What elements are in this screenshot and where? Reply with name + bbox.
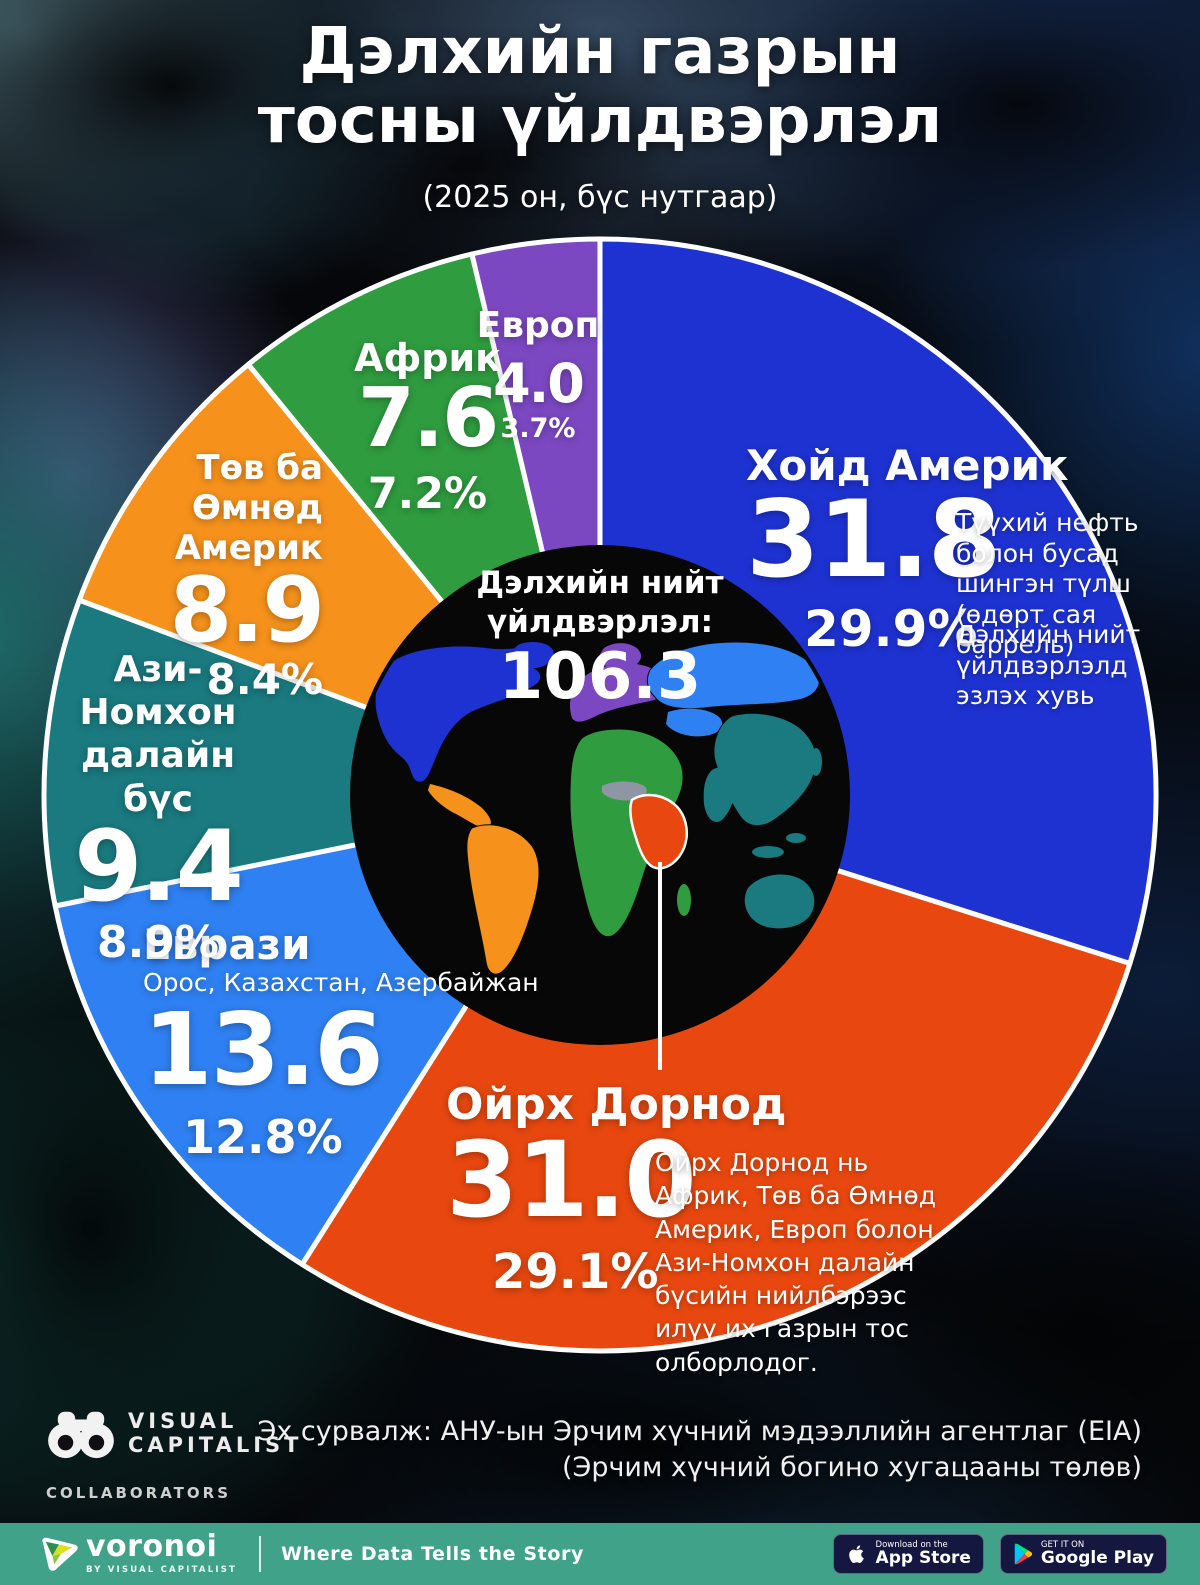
world-total-label: Дэлхийн нийт үйлдвэрлэл: xyxy=(476,565,724,640)
map-region-russia xyxy=(646,642,820,710)
map-region-europe xyxy=(569,663,669,722)
segment-value: 7.6 xyxy=(357,370,499,466)
map-region-africa xyxy=(569,728,684,938)
segment-percent: 12.8% xyxy=(183,1110,343,1165)
footer-tagline: Where Data Tells the Story xyxy=(281,1543,584,1565)
map-region-madagascar xyxy=(677,884,691,916)
visual-capitalist-logo: VISUAL CAPITALIST xyxy=(46,1404,308,1462)
segment-name: Европ xyxy=(476,305,600,346)
google-play-badge[interactable]: GET IT ON Google Play xyxy=(999,1534,1167,1574)
segment-percent: 7.2% xyxy=(367,468,488,519)
world-total-block: Дэлхийн нийт үйлдвэрлэл: 106.3 xyxy=(440,564,760,711)
map-region-india xyxy=(703,767,737,823)
voronoi-icon xyxy=(42,1537,78,1571)
map-region-central-asia xyxy=(666,708,723,737)
pie-segment-asia-pacific xyxy=(41,597,603,909)
page-subtitle: (2025 он, бүс нутгаар) xyxy=(422,180,778,215)
segment-value: 9.4 xyxy=(74,809,244,924)
map-region-japan xyxy=(810,748,822,776)
map-region-east-asia xyxy=(713,712,817,826)
share-note: Дэлхийн нийт үйлдвэрлэлд эзлэх хувь xyxy=(956,620,1141,710)
apple-icon xyxy=(848,1545,864,1564)
voronoi-byline: BY VISUAL CAPITALIST xyxy=(86,1564,238,1575)
google-play-bottom-line: Google Play xyxy=(1040,1547,1154,1568)
segment-name: Ази-Номхон далайн бүс xyxy=(79,649,237,820)
segment-value: 13.6 xyxy=(143,991,384,1109)
segment-label-europe: Европ 4.0 3.7% xyxy=(468,306,608,443)
map-region-scandinavia xyxy=(600,643,642,671)
app-store-bottom-line: App Store xyxy=(875,1547,971,1568)
map-region-greenland xyxy=(514,642,554,669)
source-note: Эх сурвалж: АНУ-ын Эрчим хүчний мэдээлли… xyxy=(258,1414,1143,1487)
middle-east-note: Ойрх Дорнод нь Африк, Төв ба Өмнөд Амери… xyxy=(655,1148,936,1377)
map-region-central-america xyxy=(428,784,491,828)
segment-percent: 8.4% xyxy=(206,654,323,704)
google-play-text: GET IT ON Google Play xyxy=(1040,1539,1154,1568)
segment-percent: 3.7% xyxy=(500,412,576,444)
voronoi-logo[interactable]: voronoi BY VISUAL CAPITALIST xyxy=(40,1529,238,1575)
voronoi-name: voronoi xyxy=(86,1529,218,1565)
segment-percent: 29.1% xyxy=(492,1244,659,1301)
binoculars-icon xyxy=(48,1411,114,1459)
google-play-top-line: GET IT ON xyxy=(1040,1539,1085,1550)
segment-label-central-south-america: Төв ба Өмнөд Америк 8.9 8.4% xyxy=(95,448,325,704)
segment-label-asia-pacific: Ази-Номхон далайн бүс 9.4 8.9% xyxy=(48,648,268,966)
google-play-icon xyxy=(1014,1543,1033,1565)
segment-subtitle: Орос, Казахстан, Азербайжан xyxy=(143,968,539,998)
store-badges: Download on the App Store GET IT ON Goog… xyxy=(832,1534,1167,1574)
segment-value: 31.0 xyxy=(446,1118,697,1241)
segment-label-north-america: Хойд Америк 31.8 29.9% xyxy=(746,441,1069,658)
segment-value: 8.9 xyxy=(169,558,325,664)
world-total-value: 106.3 xyxy=(498,639,702,714)
map-region-islands xyxy=(752,846,784,858)
segment-name: Ойрх Дорнод xyxy=(446,1079,787,1130)
segment-label-africa: Африк 7.6 7.2% xyxy=(345,336,510,519)
segment-label-middle-east: Ойрх Дорнод 31.0 29.1% xyxy=(446,1079,787,1301)
segment-name: Хойд Америк xyxy=(746,441,1069,490)
source-line2: (Эрчим хүчний богино хугацааны төлөв) xyxy=(561,1452,1142,1484)
map-region-north-america xyxy=(374,645,550,783)
app-store-text: Download on the App Store xyxy=(875,1539,971,1568)
segment-percent: 8.9% xyxy=(96,916,220,968)
map-region-south-america xyxy=(466,824,540,975)
segment-value: 4.0 xyxy=(493,351,585,415)
segment-name: Төв ба Өмнөд Америк xyxy=(174,448,323,569)
units-note: Түүхий нефть болон бусад шингэн түлш (өд… xyxy=(956,508,1139,659)
pie-segment-middle-east xyxy=(299,792,1133,1354)
segment-percent: 29.9% xyxy=(804,599,978,658)
app-store-top-line: Download on the xyxy=(875,1539,948,1550)
map-region-turkey xyxy=(602,781,647,801)
source-line1: Эх сурвалж: АНУ-ын Эрчим хүчний мэдээлли… xyxy=(257,1416,1143,1447)
visual-capitalist-wordmark: VISUAL CAPITALIST xyxy=(128,1408,303,1457)
page-title: Дэлхийн газрын тосны үйлдвэрлэл xyxy=(257,15,943,159)
footer-divider xyxy=(259,1536,262,1572)
map-region-australia xyxy=(744,874,815,929)
world-map xyxy=(374,642,822,975)
segment-name: Еврази xyxy=(143,920,311,969)
voronoi-wordmark: voronoi BY VISUAL CAPITALIST xyxy=(86,1529,238,1575)
app-store-badge[interactable]: Download on the App Store xyxy=(832,1534,984,1574)
segment-label-eurasia: Еврази Орос, Казахстан, Азербайжан 13.6 … xyxy=(143,920,539,1165)
segment-value: 31.8 xyxy=(746,478,1002,602)
footer-bar: voronoi BY VISUAL CAPITALIST Where Data … xyxy=(0,1523,1200,1585)
segment-name: Африк xyxy=(354,336,501,380)
collaborators-label: COLLABORATORS xyxy=(46,1484,232,1502)
map-region-middle-east xyxy=(629,793,688,870)
map-region-islands xyxy=(786,833,806,843)
